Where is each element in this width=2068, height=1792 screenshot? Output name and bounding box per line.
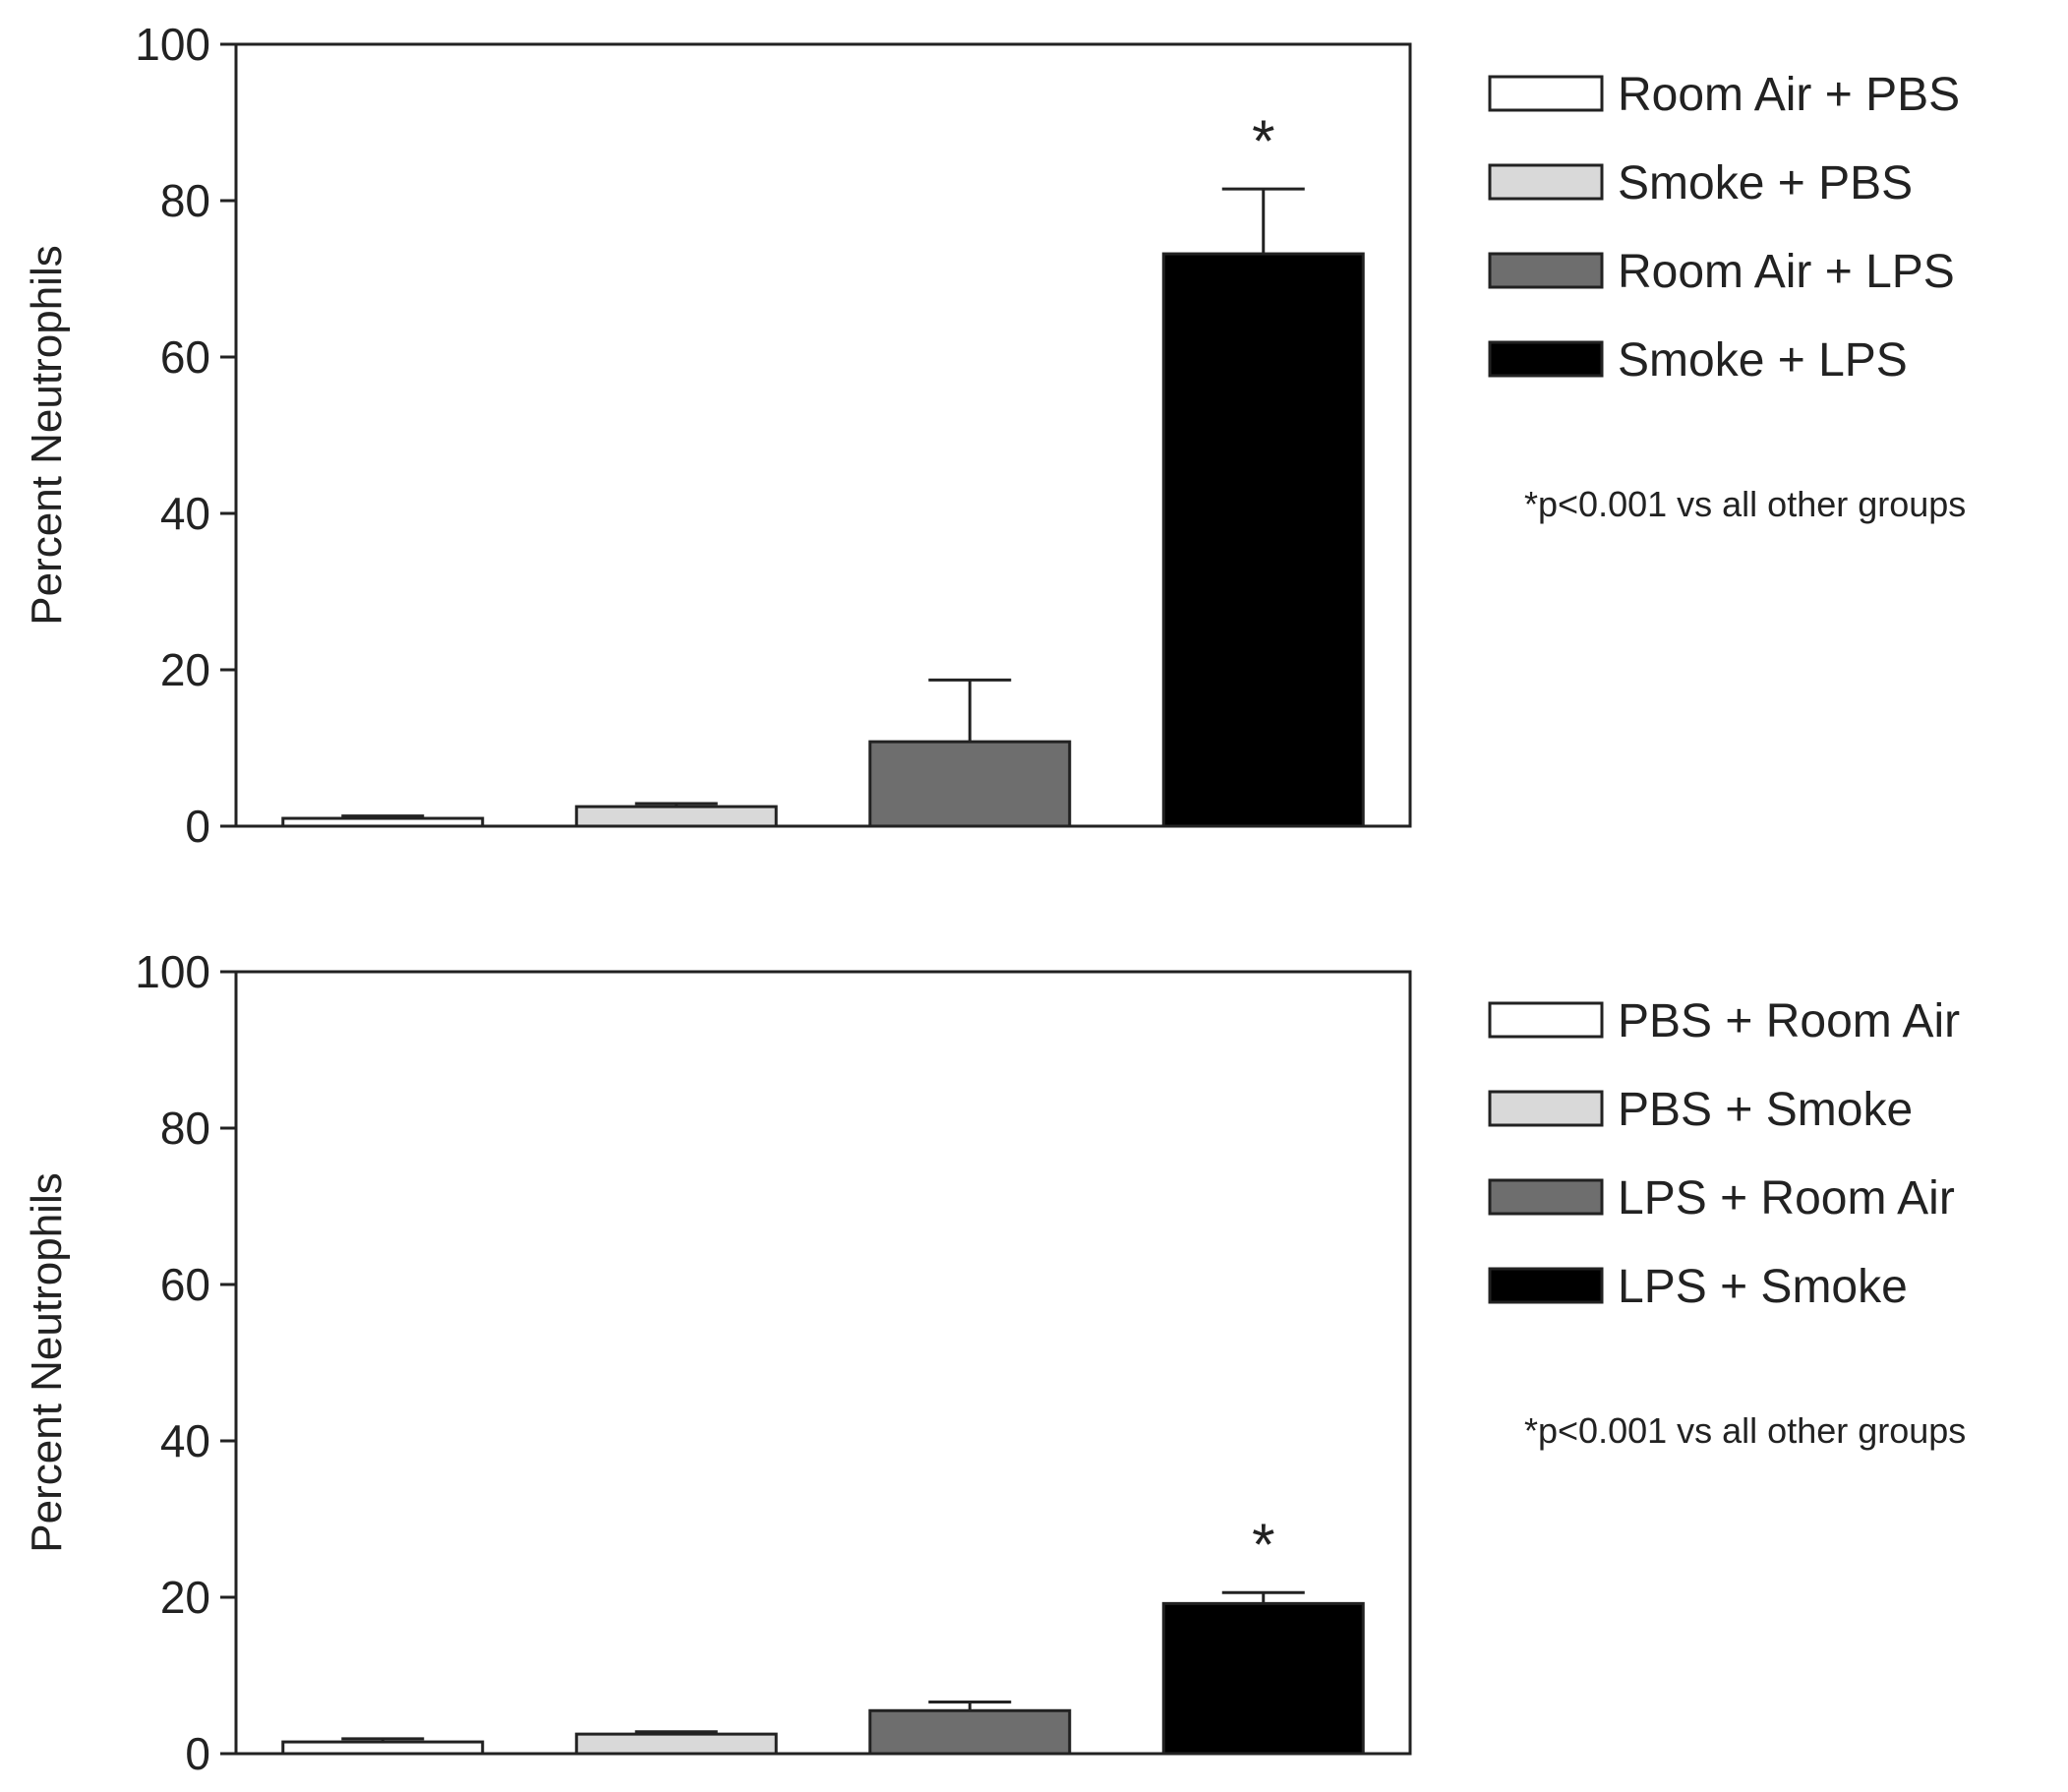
y-tick-label: 0 (185, 1728, 210, 1779)
bar (281, 1740, 485, 1756)
y-tick-label: 80 (160, 175, 210, 226)
y-tick-label: 60 (160, 1259, 210, 1310)
significance-note: *p<0.001 vs all other groups (1524, 1410, 1966, 1451)
legend-label: LPS + Smoke (1618, 1261, 1908, 1313)
significance-marker: * (1252, 1512, 1274, 1578)
y-tick-label: 80 (160, 1103, 210, 1154)
y-axis-label: Percent Neutrophils (23, 245, 71, 625)
bar (281, 816, 485, 828)
chart-panel-top: 0 20 40 60 80 100 Percent Neutrophils * Room Air… (23, 19, 1966, 852)
bar (868, 740, 1072, 828)
legend-label: Room Air + LPS (1618, 246, 1955, 298)
legend-swatch (1488, 1090, 1604, 1127)
y-tick-label: 40 (160, 488, 210, 539)
legend-swatch (1488, 163, 1604, 201)
y-tick-label: 40 (160, 1415, 210, 1466)
y-tick-label: 100 (135, 946, 210, 997)
y-tick-label: 60 (160, 331, 210, 383)
y-tick-label: 100 (135, 19, 210, 70)
legend-label: LPS + Room Air (1618, 1172, 1955, 1225)
legend-label: PBS + Smoke (1618, 1084, 1913, 1136)
legend-label: PBS + Room Air (1618, 995, 1960, 1047)
legend-label: Smoke + LPS (1618, 334, 1908, 387)
legend-label: Room Air + PBS (1618, 69, 1960, 121)
plot-frame (234, 970, 1412, 1756)
legend-swatch (1488, 252, 1604, 289)
legend-swatch (1488, 75, 1604, 112)
significance-marker: * (1252, 108, 1274, 174)
legend-swatch (1488, 1178, 1604, 1216)
bar (1161, 1601, 1365, 1756)
legend-swatch (1488, 1001, 1604, 1039)
legend-label: Smoke + PBS (1618, 157, 1913, 209)
bar (1161, 252, 1365, 828)
bar (868, 1708, 1072, 1756)
plot-frame (234, 42, 1412, 828)
chart-panel-bottom: 0 20 40 60 80 100 Percent Neutrophils * PBS + Ro… (23, 946, 1966, 1779)
significance-note: *p<0.001 vs all other groups (1524, 484, 1966, 524)
bar (574, 1732, 778, 1756)
y-tick-label: 20 (160, 644, 210, 695)
y-tick-label: 20 (160, 1572, 210, 1623)
bar (574, 805, 778, 828)
y-tick-label: 0 (185, 801, 210, 852)
y-axis-label: Percent Neutrophils (23, 1172, 71, 1552)
legend-swatch (1488, 340, 1604, 378)
legend-swatch (1488, 1267, 1604, 1304)
